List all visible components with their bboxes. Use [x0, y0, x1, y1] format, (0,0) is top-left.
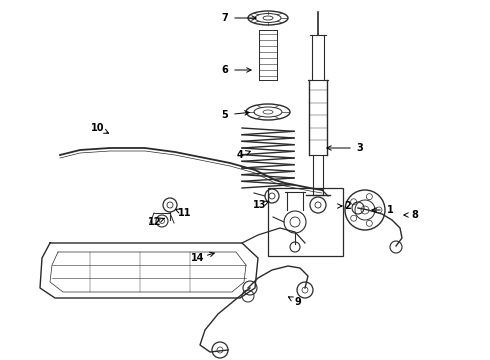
Text: 10: 10 [91, 123, 105, 133]
Text: 13: 13 [253, 200, 267, 210]
Text: 6: 6 [221, 65, 228, 75]
Text: 2: 2 [344, 201, 351, 211]
Text: 14: 14 [191, 253, 205, 263]
Text: 9: 9 [294, 297, 301, 307]
Text: 3: 3 [357, 143, 364, 153]
Bar [268, 188, 343, 256]
Text: 8: 8 [412, 210, 418, 220]
Text: 4: 4 [237, 150, 244, 160]
Text: 1: 1 [387, 205, 393, 215]
Text: 5: 5 [221, 110, 228, 120]
Text: 11: 11 [178, 208, 192, 218]
Text: 7: 7 [221, 13, 228, 23]
Text: 12: 12 [148, 217, 162, 227]
